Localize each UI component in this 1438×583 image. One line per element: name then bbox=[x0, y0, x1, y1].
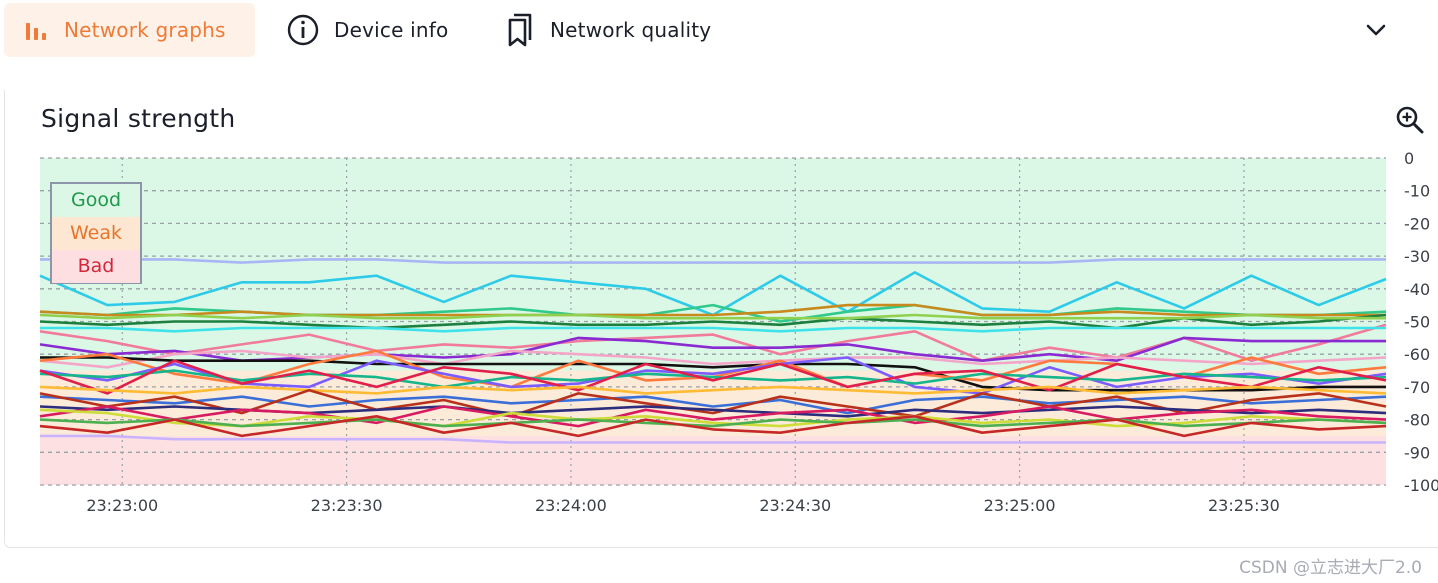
series-line-21 bbox=[39, 418, 1387, 428]
chevron-down-icon bbox=[1365, 18, 1387, 42]
tab-label: Network graphs bbox=[64, 18, 226, 42]
x-tick-label: 23:24:30 bbox=[759, 496, 831, 515]
series-line-12 bbox=[39, 356, 1387, 395]
tab-bar: Network graphs Device info Network quali… bbox=[0, 0, 1438, 60]
y-tick-label: 0 bbox=[1404, 149, 1414, 168]
tab-label: Device info bbox=[334, 18, 449, 42]
series-line-0 bbox=[40, 258, 1386, 264]
x-tick-label: 23:25:00 bbox=[984, 496, 1056, 515]
series-line-3 bbox=[39, 303, 1386, 317]
y-tick-label: -80 bbox=[1404, 411, 1430, 430]
legend-good: Good bbox=[52, 184, 140, 217]
y-tick-label: -40 bbox=[1404, 280, 1430, 299]
y-tick-label: -100 bbox=[1404, 476, 1438, 495]
series-line-22 bbox=[39, 414, 1387, 438]
series-line-9 bbox=[39, 349, 1387, 369]
x-tick-label: 23:25:30 bbox=[1208, 496, 1280, 515]
watermark: CSDN @立志进大厂2.0 bbox=[1239, 558, 1422, 578]
series-line-5 bbox=[39, 313, 1386, 320]
tab-device-info[interactable]: Device info bbox=[286, 3, 448, 57]
y-tick-label: -60 bbox=[1404, 345, 1430, 364]
legend-weak: Weak bbox=[52, 217, 140, 250]
zoom-in-icon[interactable] bbox=[1395, 105, 1425, 135]
series-line-16 bbox=[39, 395, 1387, 415]
card-title: Signal strength bbox=[41, 104, 236, 133]
series-line-19 bbox=[39, 405, 1387, 428]
series-line-23 bbox=[40, 434, 1386, 444]
series-line-4 bbox=[39, 313, 1387, 330]
legend-bad: Bad bbox=[52, 250, 140, 283]
signal-strength-card: Signal strength bbox=[4, 90, 1438, 548]
x-tick-label: 23:23:00 bbox=[86, 496, 158, 515]
series-line-14 bbox=[39, 359, 1387, 395]
more-tabs-button[interactable] bbox=[1362, 14, 1390, 46]
info-circle-icon bbox=[286, 13, 320, 47]
y-tick-label: -50 bbox=[1404, 313, 1430, 332]
bar-chart-icon bbox=[24, 18, 50, 42]
y-tick-label: -30 bbox=[1404, 247, 1430, 266]
bookmarks-icon bbox=[502, 12, 536, 48]
tab-network-quality[interactable]: Network quality bbox=[502, 3, 711, 57]
y-tick-label: -10 bbox=[1404, 182, 1430, 201]
zone-legend: Good Weak Bad bbox=[50, 182, 142, 284]
x-tick-label: 23:23:30 bbox=[311, 496, 383, 515]
y-tick-label: -90 bbox=[1404, 443, 1430, 462]
tab-label: Network quality bbox=[550, 18, 712, 42]
series-line-7 bbox=[40, 326, 1386, 333]
zone-bad bbox=[40, 435, 1386, 485]
series-line-15 bbox=[39, 385, 1387, 395]
y-tick-label: -70 bbox=[1404, 378, 1430, 397]
x-tick-label: 23:24:00 bbox=[535, 496, 607, 515]
y-tick-label: -20 bbox=[1404, 214, 1430, 233]
tab-network-graphs[interactable]: Network graphs bbox=[4, 3, 255, 57]
